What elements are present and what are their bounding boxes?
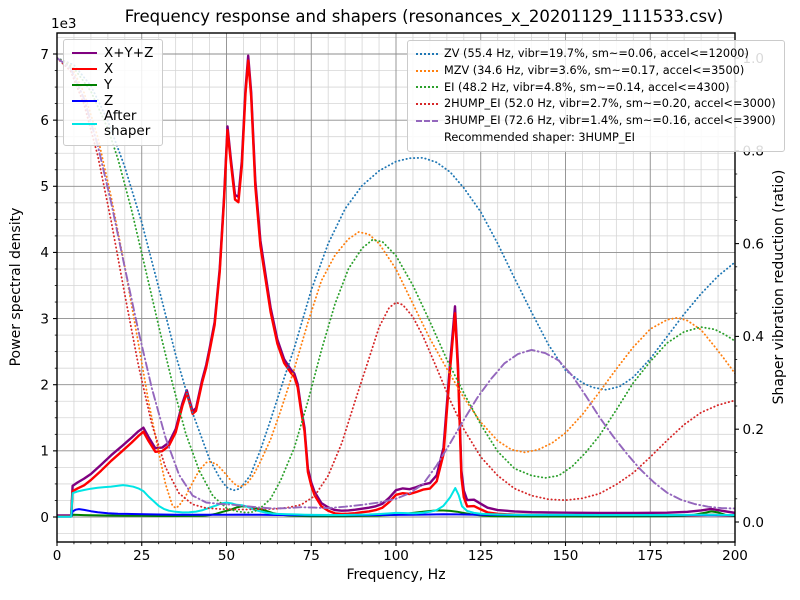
legend-line-sample [72, 84, 97, 87]
y-axis-offset-label: 1e3 [51, 16, 77, 32]
legend-item-label: After shaper [104, 108, 151, 140]
legend-item-label: 2HUMP_EI (52.0 Hz, vibr=2.7%, sm~=0.20, … [444, 97, 776, 111]
series-zv [57, 57, 735, 492]
y-left-tick-label: 2 [40, 378, 49, 394]
y-axis-label-left: Power spectral density [8, 207, 24, 367]
legend-line-sample [416, 86, 438, 89]
y-left-tick-label: 5 [40, 179, 49, 195]
x-tick-label: 75 [303, 548, 320, 564]
legend-item-label: EI (48.2 Hz, vibr=4.8%, sm~=0.14, accel<… [444, 80, 730, 94]
legend-line-sample [72, 99, 97, 102]
x-tick-label: 25 [133, 548, 150, 564]
legend-item: MZV (34.6 Hz, vibr=3.6%, sm~=0.17, accel… [416, 63, 776, 79]
y-right-tick-label: 0.4 [743, 329, 764, 345]
legend-item-label: ZV (55.4 Hz, vibr=19.7%, sm~=0.06, accel… [444, 47, 749, 60]
legend-item-label: X [104, 60, 114, 77]
y-right-tick-label: 0.6 [743, 236, 764, 252]
legend-item: ZV (55.4 Hz, vibr=19.7%, sm~=0.06, accel… [416, 46, 776, 62]
legend-item: Z [72, 92, 153, 109]
y-left-tick-label: 6 [40, 113, 49, 129]
y-left-tick-label: 4 [40, 245, 49, 261]
legend-item: X+Y+Z [72, 46, 153, 61]
legend-item-label: X+Y+Z [104, 45, 154, 61]
legend-line-sample [416, 120, 438, 123]
x-tick-label: 0 [53, 548, 62, 564]
y-left-tick-label: 0 [40, 510, 49, 526]
x-tick-label: 50 [218, 548, 235, 564]
legend-item: Y [72, 76, 153, 93]
legend-item-label: Y [104, 76, 113, 93]
x-tick-label: 100 [383, 548, 409, 564]
y-right-tick-label: 0.2 [743, 422, 764, 438]
series-x [57, 59, 735, 518]
legend-line-sample [72, 52, 97, 55]
legend-item-label: MZV (34.6 Hz, vibr=3.6%, sm~=0.17, accel… [444, 63, 745, 77]
series-2hump-ei [57, 57, 735, 511]
legend-shapers: ZV (55.4 Hz, vibr=19.7%, sm~=0.06, accel… [407, 40, 785, 152]
legend-item: 3HUMP_EI (72.6 Hz, vibr=1.4%, sm~=0.16, … [416, 113, 776, 129]
series-3hump-ei [57, 57, 735, 510]
legend-item: X [72, 60, 153, 77]
legend-line-sample [72, 123, 97, 126]
legend-item: After shaper [72, 109, 153, 139]
y-axis-label-right: Shaper vibration reduction (ratio) [771, 169, 787, 405]
legend-item-label: 3HUMP_EI (72.6 Hz, vibr=1.4%, sm~=0.16, … [444, 114, 776, 128]
series-mzv [57, 57, 735, 509]
x-axis-label: Frequency, Hz [346, 567, 446, 583]
legend-item: EI (48.2 Hz, vibr=4.8%, sm~=0.14, accel<… [416, 80, 776, 96]
series-y [57, 505, 735, 518]
legend-line-sample [72, 68, 97, 71]
axis-ticks [53, 53, 739, 546]
y-left-tick-label: 3 [40, 311, 49, 327]
x-tick-label: 200 [722, 548, 748, 564]
series-after-shaper [57, 484, 735, 518]
y-left-tick-label: 1 [40, 444, 49, 460]
legend-line-sample [416, 52, 438, 55]
x-tick-label: 175 [637, 548, 663, 564]
legend-note-row: Recommended shaper: 3HUMP_EI [416, 130, 776, 146]
tick-labels: 0 25 50 75 100 125 150 175 200 0 1 2 3 4 5 6 7 0.0 0.2 0.4 0… [40, 47, 764, 564]
x-tick-label: 125 [468, 548, 494, 564]
series-ei [57, 57, 735, 514]
data-series [57, 54, 735, 518]
y-left-tick-label: 7 [40, 47, 49, 63]
legend-psd: X+Y+Z X Y Z After shaper [63, 39, 164, 147]
legend-item: 2HUMP_EI (52.0 Hz, vibr=2.7%, sm~=0.20, … [416, 96, 776, 112]
x-tick-label: 150 [553, 548, 579, 564]
recommended-shaper-note: Recommended shaper: 3HUMP_EI [444, 130, 635, 144]
y-right-tick-label: 0.0 [743, 515, 764, 531]
legend-line-sample [416, 69, 438, 72]
legend-item-label: Z [104, 92, 114, 109]
chart-title: Frequency response and shapers (resonanc… [124, 7, 724, 26]
legend-line-sample [416, 103, 438, 106]
